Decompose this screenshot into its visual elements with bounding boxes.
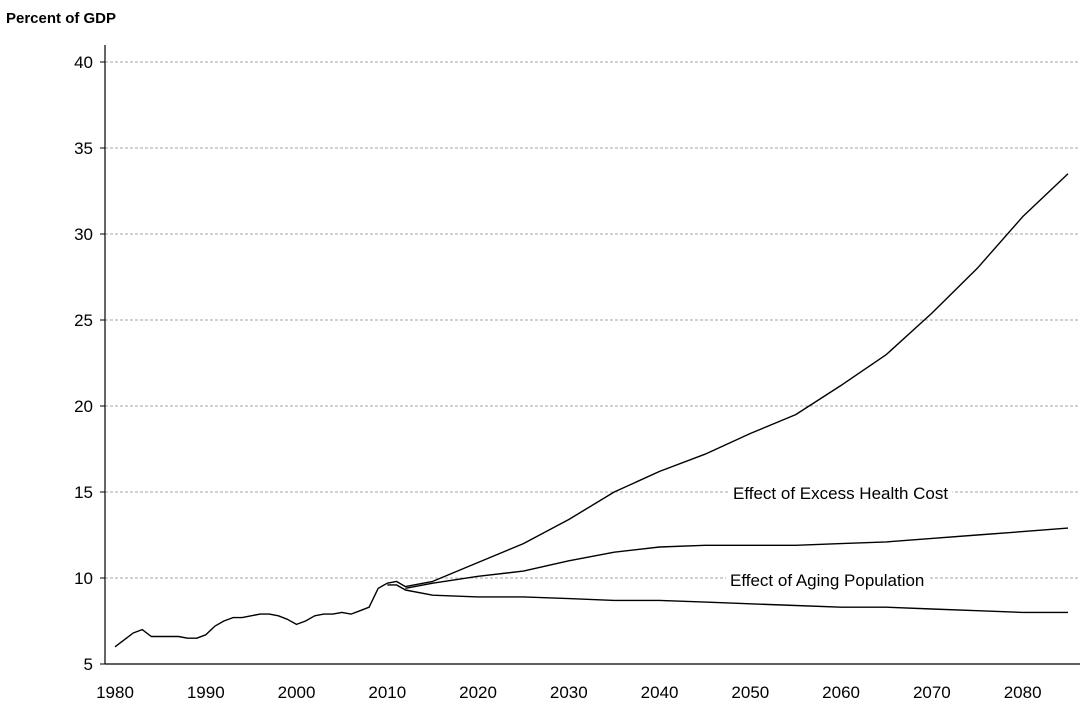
x-tick-label-2050: 2050	[731, 683, 769, 702]
y-tick-label-10: 10	[74, 569, 93, 588]
annotation-excess-health-cost-bg	[729, 483, 953, 505]
axes	[100, 45, 1080, 665]
annotation-excess-health-cost: Effect of Excess Health Cost	[733, 484, 948, 503]
y-tick-label-40: 40	[74, 53, 93, 72]
x-tick-label-2040: 2040	[641, 683, 679, 702]
annotations: Effect of Excess Health Cost Effect of Ag…	[726, 483, 953, 592]
y-tick-label-25: 25	[74, 311, 93, 330]
x-tick-label-2020: 2020	[459, 683, 497, 702]
tick-labels: 5 10 15 20 25 30 35 40 1980 1990 2000 2010 2020 2030 2…	[74, 53, 1041, 702]
x-tick-label-2010: 2010	[368, 683, 406, 702]
y-tick-label-35: 35	[74, 139, 93, 158]
annotation-aging-population: Effect of Aging Population	[730, 571, 924, 590]
series-lines	[114, 173, 1069, 648]
y-tick-label-15: 15	[74, 483, 93, 502]
series-line-3	[387, 584, 1068, 614]
series-line-1	[114, 173, 1069, 648]
y-tick-label-20: 20	[74, 397, 93, 416]
y-axis-title: Percent of GDP	[6, 10, 117, 27]
series-line-2	[405, 527, 1069, 589]
y-tick-label-5: 5	[84, 655, 93, 674]
x-tick-label-2070: 2070	[913, 683, 951, 702]
y-tick-label-30: 30	[74, 225, 93, 244]
x-tick-label-1990: 1990	[187, 683, 225, 702]
x-tick-label-2000: 2000	[278, 683, 316, 702]
x-tick-label-2030: 2030	[550, 683, 588, 702]
annotation-aging-population-bg	[726, 570, 929, 592]
x-tick-label-1980: 1980	[96, 683, 134, 702]
x-tick-label-2060: 2060	[822, 683, 860, 702]
x-tick-label-2080: 2080	[1004, 683, 1042, 702]
